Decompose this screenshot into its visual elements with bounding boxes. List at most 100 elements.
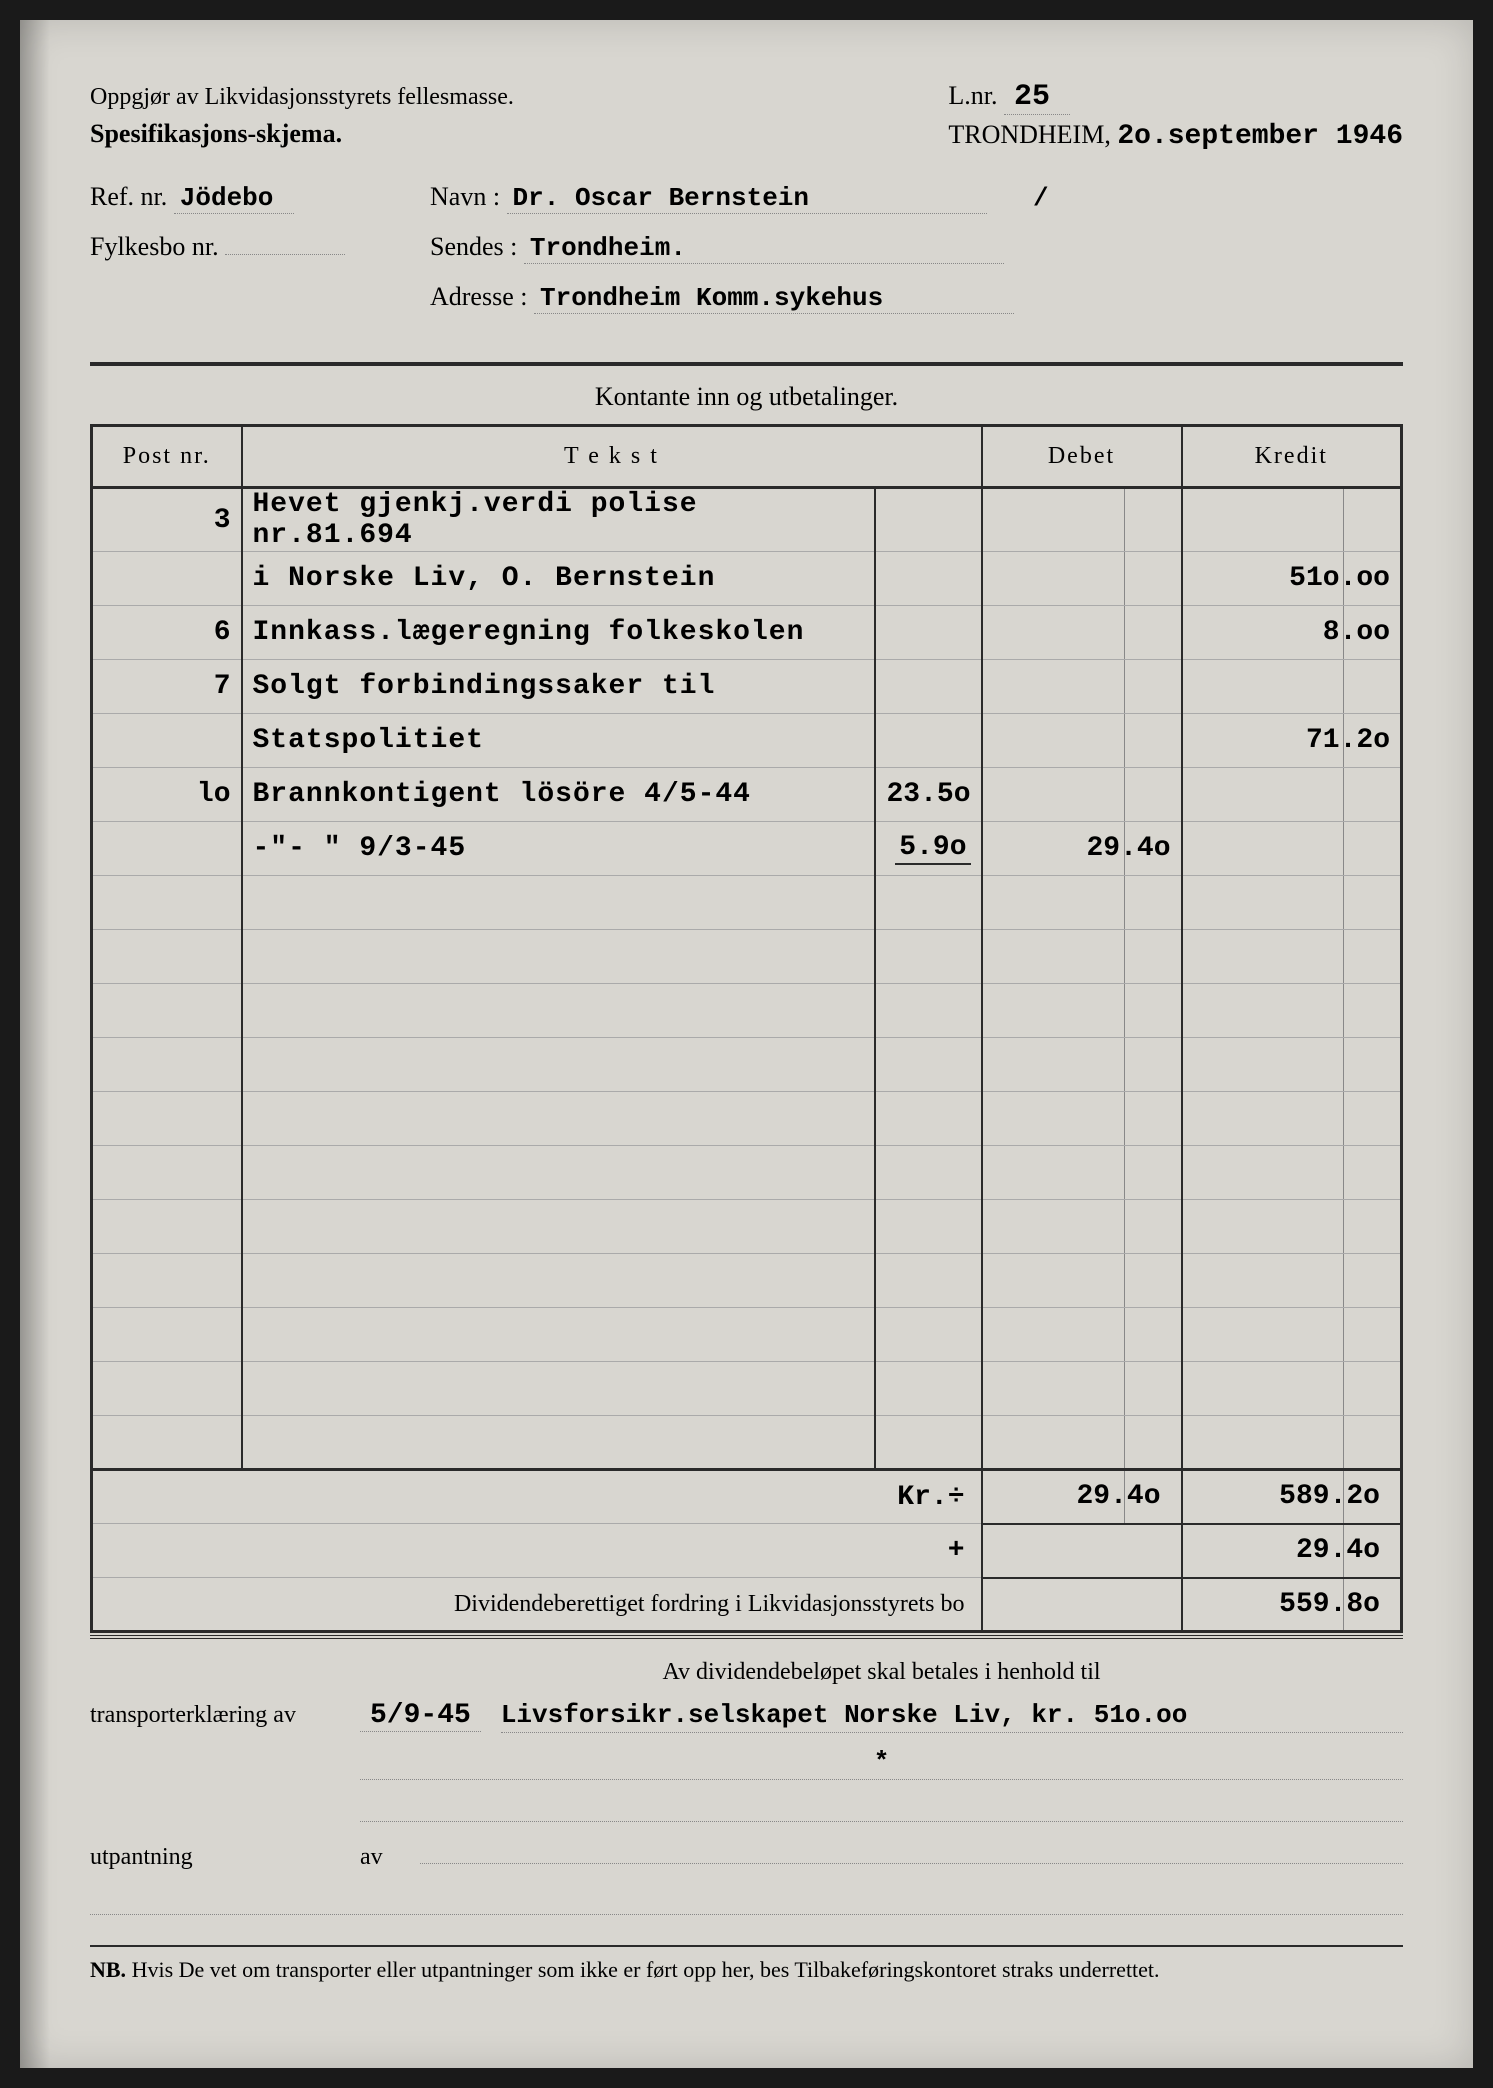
table-row (92, 1038, 1402, 1092)
cell-tekst (242, 1038, 876, 1092)
cell-kredit (1182, 768, 1402, 822)
cell-debet (982, 1254, 1182, 1308)
sum-kr-kredit: 589.2o (1182, 1470, 1402, 1524)
cell-tekst (242, 1362, 876, 1416)
cell-kredit (1182, 1308, 1402, 1362)
cell-sub: 5.9o (875, 822, 981, 876)
cell-post (92, 1308, 242, 1362)
sum-kr-debet: 29.4o (982, 1470, 1182, 1524)
cell-kredit (1182, 1416, 1402, 1470)
cell-sub (875, 1308, 981, 1362)
nb-note: NB. Hvis De vet om transporter eller utp… (90, 1945, 1403, 1983)
cell-sub (875, 714, 981, 768)
cell-post: lo (92, 768, 242, 822)
cell-kredit (1182, 1038, 1402, 1092)
cell-kredit (1182, 1254, 1402, 1308)
cell-kredit (1182, 660, 1402, 714)
cell-tekst: Statspolitiet (242, 714, 876, 768)
cell-tekst: i Norske Liv, O. Bernstein (242, 552, 876, 606)
table-row: 3Hevet gjenkj.verdi polise nr.81.694 (92, 488, 1402, 552)
cell-sub (875, 552, 981, 606)
cell-kredit (1182, 1200, 1402, 1254)
table-row (92, 876, 1402, 930)
footer-intro: Av dividendebeløpet skal betales i henho… (360, 1659, 1403, 1686)
cell-kredit (1182, 1092, 1402, 1146)
cell-post (92, 822, 242, 876)
cell-post (92, 930, 242, 984)
table-row (92, 1146, 1402, 1200)
cell-debet (982, 1308, 1182, 1362)
transport-text: Livsforsikr.selskapet Norske Liv, kr. 51… (501, 1700, 1403, 1733)
table-row (92, 984, 1402, 1038)
ref-value: Jödebo (174, 183, 294, 214)
sum-minus-debet (982, 1524, 1182, 1578)
sendes-label: Sendes : (430, 232, 517, 262)
table-row: 7Solgt forbindingssaker til (92, 660, 1402, 714)
cell-post: 7 (92, 660, 242, 714)
cell-tekst (242, 1308, 876, 1362)
table-row (92, 1200, 1402, 1254)
footer-line-2: * (360, 1747, 1403, 1780)
cell-sub (875, 1092, 981, 1146)
footer-line-5 (90, 1885, 1403, 1915)
table-row: i Norske Liv, O. Bernstein51o.oo (92, 552, 1402, 606)
cell-sub (875, 1146, 981, 1200)
cell-debet (982, 930, 1182, 984)
cell-tekst (242, 1146, 876, 1200)
cell-debet (982, 876, 1182, 930)
fylkesbo-value (225, 254, 345, 255)
cell-kredit (1182, 984, 1402, 1038)
fylkesbo-label: Fylkesbo nr. (90, 232, 219, 262)
sum-minus-kredit: 29.4o (1182, 1524, 1402, 1578)
meta-block: Ref. nr. Jödebo Fylkesbo nr. Navn : Dr. … (90, 182, 1403, 332)
cell-tekst (242, 1200, 876, 1254)
table-row (92, 1416, 1402, 1470)
cell-sub (875, 488, 981, 552)
cell-tekst: Hevet gjenkj.verdi polise nr.81.694 (242, 488, 876, 552)
utpant-value (420, 1836, 1403, 1864)
adresse-label: Adresse : (430, 282, 527, 312)
cell-post: 3 (92, 488, 242, 552)
cell-post (92, 1092, 242, 1146)
lnr-value: 25 (1004, 80, 1070, 115)
date: 2o.september 1946 (1117, 121, 1403, 152)
col-post: Post nr. (92, 426, 242, 488)
cell-post (92, 1254, 242, 1308)
cell-debet (982, 1200, 1182, 1254)
place: TRONDHEIM, (948, 120, 1111, 149)
av-label: av (360, 1844, 400, 1871)
cell-post (92, 984, 242, 1038)
ledger-table: Post nr. T e k s t Debet Kredit 3Hevet g… (90, 424, 1403, 1633)
table-row (92, 1092, 1402, 1146)
cell-sub (875, 930, 981, 984)
cell-debet (982, 768, 1182, 822)
sum-div-label: Dividendeberettiget fordring i Likvidasj… (92, 1578, 982, 1632)
navn-label: Navn : (430, 182, 500, 212)
place-date: TRONDHEIM, 2o.september 1946 (948, 120, 1403, 152)
cell-post: 6 (92, 606, 242, 660)
lnr-label: L.nr. (948, 81, 997, 110)
col-debet: Debet (982, 426, 1182, 488)
sendes-value: Trondheim. (524, 233, 1004, 264)
cell-tekst (242, 930, 876, 984)
cell-tekst: -"- " 9/3-45 (242, 822, 876, 876)
ref-label: Ref. nr. (90, 182, 167, 212)
cell-tekst (242, 1416, 876, 1470)
table-row: loBrannkontigent lösöre 4/5-4423.5o (92, 768, 1402, 822)
cell-tekst (242, 984, 876, 1038)
transport-label: transporterklæring av (90, 1702, 340, 1729)
col-tekst: T e k s t (242, 426, 982, 488)
table-row: Statspolitiet71.2o (92, 714, 1402, 768)
cell-tekst: Brannkontigent lösöre 4/5-44 (242, 768, 876, 822)
cell-post (92, 876, 242, 930)
cell-sub (875, 606, 981, 660)
cell-post (92, 1362, 242, 1416)
cell-tekst: Innkass.lægeregning folkeskolen (242, 606, 876, 660)
col-kredit: Kredit (1182, 426, 1402, 488)
cell-sub (875, 1416, 981, 1470)
cell-debet (982, 660, 1182, 714)
cell-post (92, 552, 242, 606)
transport-date: 5/9-45 (360, 1700, 481, 1732)
title-line-2: Spesifikasjons-skjema. (90, 119, 514, 149)
cell-sub (875, 876, 981, 930)
